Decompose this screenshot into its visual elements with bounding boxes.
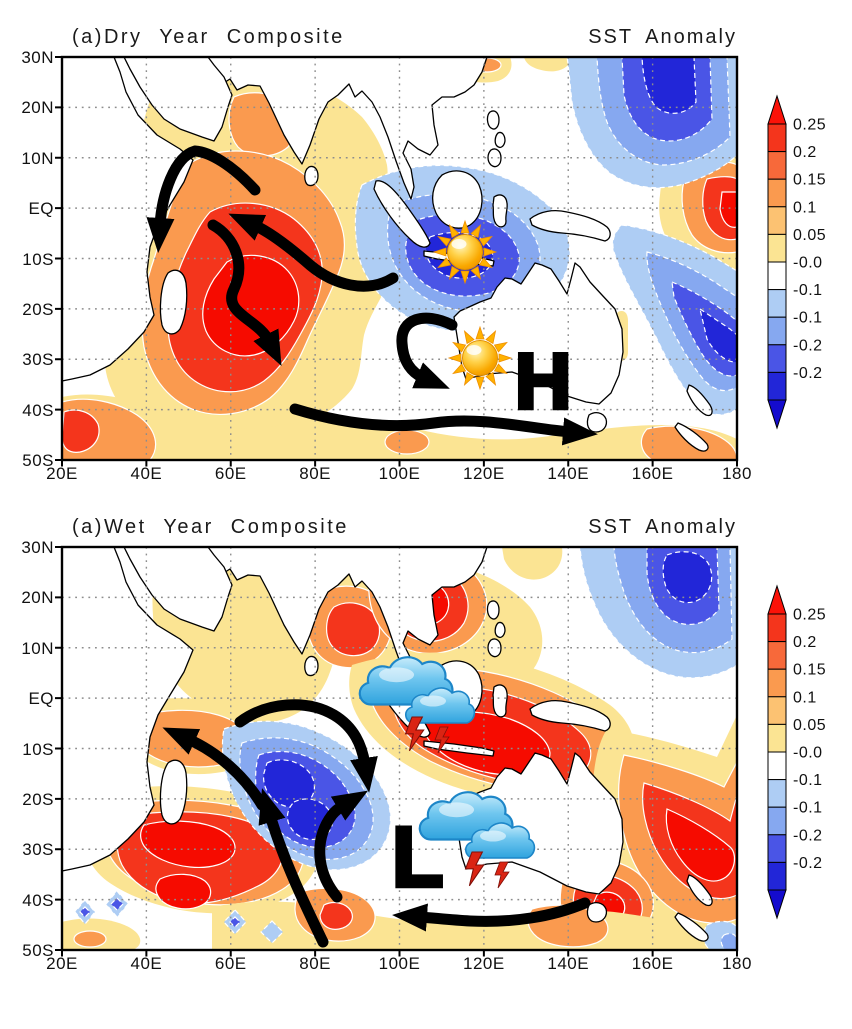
x-axis-tick-label: 100E	[378, 464, 421, 483]
x-axis-tick-label: 120E	[463, 954, 505, 973]
colorbar-tick-label: -0.2	[793, 337, 823, 354]
x-axis-tick-label: 20E	[46, 464, 78, 483]
colorbar-tick-label: 0.25	[793, 117, 826, 134]
colorbar-band	[767, 151, 787, 180]
colorbar-band	[767, 723, 787, 753]
colorbar-band	[767, 834, 787, 863]
colorbar-wet: 0.25 0.2 0.15 0.1 0.05 -0.0 -0.1 -0.1 -0.2 -0.2	[767, 584, 826, 920]
colorbar-band	[767, 668, 787, 698]
colorbar-tick-label: 0.05	[793, 227, 826, 244]
colorbar-tick-label: -0.2	[793, 827, 823, 844]
y-axis-tick-label: 40S	[22, 890, 54, 910]
colorbar-band	[767, 206, 787, 235]
colorbar-tick-label: 0.2	[793, 634, 817, 651]
colorbar-tick-label: -0.1	[793, 772, 823, 789]
colorbar-tick-label: -0.2	[793, 855, 823, 872]
colorbar-band	[767, 261, 787, 291]
plot-frame	[60, 545, 739, 952]
y-axis-tick-label: 30S	[22, 350, 54, 370]
colorbar-tick-label: -0.1	[793, 800, 823, 817]
colorbar-arrow-down	[767, 399, 787, 430]
y-axis-tick-label: 10S	[22, 739, 54, 759]
colorbar-band	[767, 641, 787, 670]
colorbar-band	[767, 861, 787, 891]
colorbar-tick-label: 0.1	[793, 689, 817, 706]
colorbar-dry: 0.25 0.2 0.15 0.1 0.05 -0.0 -0.1 -0.1 -0.2 -0.2	[767, 94, 826, 430]
x-axis-tick-label: 80E	[299, 954, 331, 973]
colorbar-tick-label: 0.25	[793, 607, 826, 624]
colorbar-tick-label: 0.05	[793, 717, 826, 734]
colorbar-arrow-up	[767, 94, 787, 125]
y-axis-tick-label: 10S	[22, 249, 54, 269]
colorbar-tick-label: -0.1	[793, 282, 823, 299]
colorbar-tick-label: 0.15	[793, 172, 826, 189]
colorbar-band	[767, 123, 787, 153]
colorbar-band	[767, 806, 787, 836]
y-axis-tick-label: 50S	[22, 451, 54, 470]
y-axis-tick-label: 20S	[22, 789, 54, 809]
low-pressure-label: L	[392, 810, 443, 904]
x-axis-tick-label: 40E	[130, 954, 163, 973]
colorbar-band	[767, 289, 787, 318]
panel-title: (a)Dry Year Composite	[72, 26, 345, 48]
colorbar-arrow-up	[767, 584, 787, 615]
x-axis-tick-label: 140E	[547, 464, 590, 483]
x-axis-tick-label: 160E	[631, 464, 674, 483]
plot-frame	[60, 55, 739, 462]
colorbar-band	[767, 613, 787, 643]
panel-right-title: SST Anomaly	[588, 26, 737, 48]
panel-dry-year: (a)Dry Year Composite SST Anomaly 30N 20N…	[21, 26, 826, 483]
colorbar-tick-label: -0.2	[793, 365, 823, 382]
y-axis-tick-label: EQ	[28, 689, 54, 709]
x-axis-tick-label: 180	[722, 464, 752, 483]
colorbar-band	[767, 751, 787, 781]
y-axis-tick-label: 40S	[22, 400, 54, 420]
y-axis-tick-label: 10N	[21, 148, 54, 168]
panel-right-title: SST Anomaly	[588, 516, 737, 538]
colorbar-band	[767, 316, 787, 346]
y-axis-tick-label: 10N	[21, 638, 54, 658]
y-axis-tick-label: 30N	[21, 48, 54, 67]
circulation-arrows	[146, 145, 598, 446]
x-axis-tick-label: 80E	[299, 464, 331, 483]
colorbar-arrow-down	[767, 889, 787, 920]
colorbar-tick-label: 0.2	[793, 144, 817, 161]
panel-title: (a)Wet Year Composite	[72, 516, 349, 538]
x-axis-tick-label: 40E	[130, 464, 163, 483]
colorbar-band	[767, 233, 787, 263]
y-axis-tick-label: EQ	[28, 199, 54, 219]
lat-lon-grid	[62, 57, 737, 460]
colorbar-band	[767, 344, 787, 373]
colorbar-tick-label: 0.1	[793, 199, 817, 216]
colorbar-tick-label: -0.1	[793, 310, 823, 327]
map-wet-year: L	[55, 545, 739, 957]
colorbar-tick-label: -0.0	[793, 745, 823, 762]
y-axis-tick-label: 30S	[22, 840, 54, 860]
y-axis-tick-label: 50S	[22, 941, 54, 960]
colorbar-tick-label: -0.0	[793, 255, 823, 272]
y-axis-tick-label: 20S	[22, 299, 54, 319]
x-axis-tick-label: 100E	[378, 954, 421, 973]
high-pressure-label: H	[515, 337, 571, 425]
colorbar-band	[767, 696, 787, 725]
y-axis-tick-label: 30N	[21, 538, 54, 557]
x-axis-tick-label: 60E	[214, 464, 247, 483]
map-dry-year: H	[55, 55, 739, 467]
colorbar-band	[767, 779, 787, 808]
y-axis-tick-label: 20N	[21, 588, 54, 608]
x-axis-tick-label: 140E	[547, 954, 590, 973]
colorbar-band	[767, 178, 787, 208]
colorbar-band	[767, 371, 787, 401]
circulation-arrows	[162, 699, 591, 948]
x-axis-tick-label: 120E	[463, 464, 505, 483]
x-axis-tick-label: 160E	[631, 954, 674, 973]
x-axis-tick-label: 60E	[214, 954, 247, 973]
x-axis-tick-label: 180	[722, 954, 752, 973]
colorbar-tick-label: 0.15	[793, 662, 826, 679]
y-axis-tick-label: 20N	[21, 98, 54, 118]
panel-wet-year: (a)Wet Year Composite SST Anomaly 30N 20N…	[0, 490, 852, 1005]
x-axis-tick-label: 20E	[46, 954, 78, 973]
